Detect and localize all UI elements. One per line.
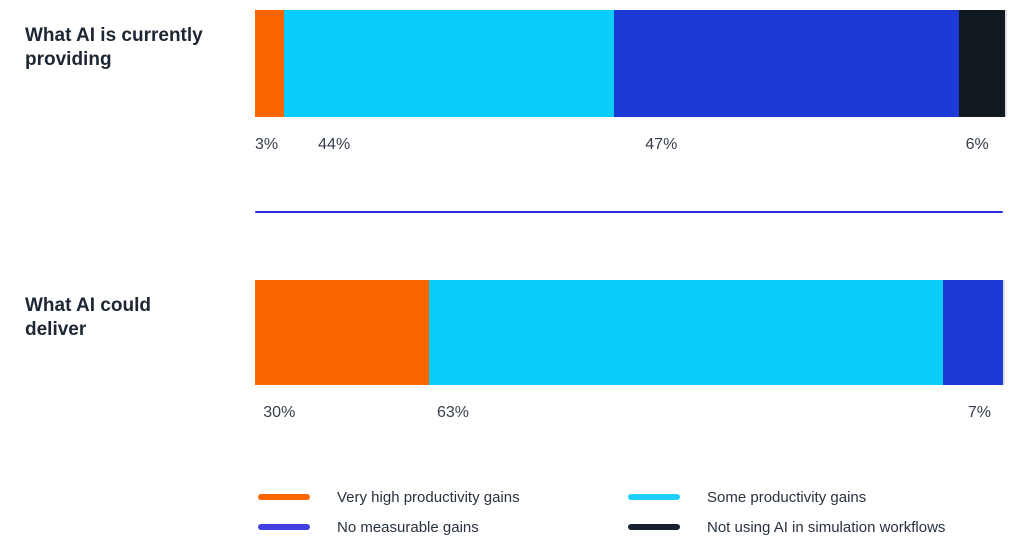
bar-segment-no-measurable-gains (614, 10, 960, 117)
legend-label: Some productivity gains (707, 488, 867, 506)
stacked-bar-what-ai-could-deliver (255, 280, 1007, 385)
divider-line (255, 211, 1003, 213)
value-label-some-productivity-gains: 63% (436, 404, 469, 421)
bar-segment-some-productivity-gains (284, 10, 615, 117)
bar-value-labels-row-1: 3% 44% 47% 6% (255, 136, 1007, 156)
bar-edge-line (1005, 10, 1007, 117)
stacked-bar-what-ai-is-currently-providing (255, 10, 1007, 117)
legend-swatch-some-productivity-gains (628, 494, 680, 500)
value-label-very-high-productivity-gains: 3% (255, 136, 279, 153)
value-label-no-measurable-gains: 7% (967, 404, 992, 421)
legend-item-not-using-ai-in-simulation-workflows: Not using AI in simulation workflows (628, 517, 945, 537)
legend-label: Very high productivity gains (337, 488, 520, 506)
value-label-no-measurable-gains: 47% (645, 136, 678, 153)
legend-swatch-very-high-productivity-gains (258, 494, 310, 500)
legend-label: Not using AI in simulation workflows (707, 518, 946, 536)
row-label-what-ai-is-currently-providing: What AI is currently providing (25, 25, 203, 70)
bar-segment-some-productivity-gains (428, 280, 944, 385)
bar-edge-line (1003, 280, 1006, 385)
legend-swatch-no-measurable-gains (258, 524, 310, 530)
legend-label: No measurable gains (337, 518, 479, 536)
bar-value-labels-row-2: 30% 63% 7% (255, 404, 1007, 424)
bar-segment-very-high-productivity-gains (255, 280, 429, 385)
legend-item-some-productivity-gains: Some productivity gains (628, 487, 866, 507)
legend-swatch-not-using-ai-in-simulation-workflows (628, 524, 680, 530)
value-label-some-productivity-gains: 44% (318, 136, 351, 153)
bar-segment-no-measurable-gains (943, 280, 1004, 385)
legend: Very high productivity gains No measurabl… (255, 487, 1007, 547)
row-label-what-ai-could-deliver: What AI could deliver (25, 295, 151, 340)
legend-item-very-high-productivity-gains: Very high productivity gains (258, 487, 520, 507)
legend-item-no-measurable-gains: No measurable gains (258, 517, 479, 537)
value-label-not-using-ai-in-simulation-workflows: 6% (965, 136, 989, 153)
bar-segment-very-high-productivity-gains (255, 10, 285, 117)
bar-segment-not-using-ai-in-simulation-workflows (959, 10, 1005, 117)
value-label-very-high-productivity-gains: 30% (263, 404, 296, 421)
